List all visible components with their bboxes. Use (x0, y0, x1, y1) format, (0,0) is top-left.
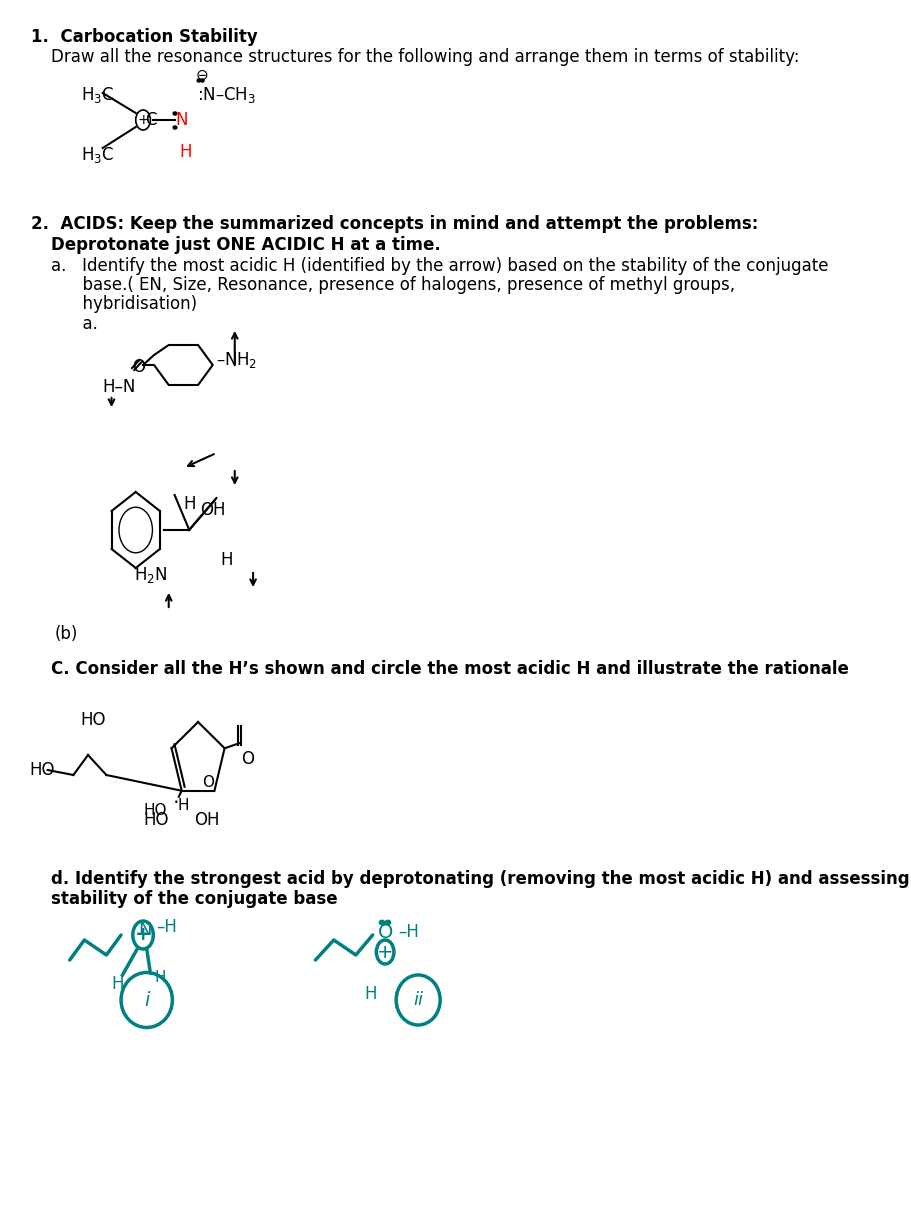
Text: a.   Identify the most acidic H (identified by the arrow) based on the stability: a. Identify the most acidic H (identifie… (51, 257, 828, 276)
Text: Draw all the resonance structures for the following and arrange them in terms of: Draw all the resonance structures for th… (51, 49, 799, 66)
Text: H: H (154, 970, 166, 985)
Text: hybridisation): hybridisation) (51, 295, 198, 313)
Text: O: O (202, 776, 214, 790)
Text: +: + (135, 925, 151, 944)
Text: H$_3$C: H$_3$C (80, 85, 114, 104)
Text: H: H (111, 975, 124, 993)
Text: H: H (363, 985, 376, 1003)
Text: 1.  Carbocation Stability: 1. Carbocation Stability (31, 28, 257, 46)
Text: ii: ii (413, 991, 423, 1009)
Text: N: N (175, 110, 188, 129)
Text: 2.  ACIDS: Keep the summarized concepts in mind and attempt the problems:: 2. ACIDS: Keep the summarized concepts i… (31, 215, 757, 233)
Text: H$_3$C: H$_3$C (80, 144, 114, 165)
Text: –H: –H (398, 923, 419, 941)
Text: H: H (178, 799, 189, 813)
Text: –H: –H (156, 918, 177, 936)
Text: O: O (377, 923, 393, 942)
Text: HO: HO (143, 804, 167, 818)
Text: HO: HO (143, 811, 169, 829)
Text: $\ominus$: $\ominus$ (195, 68, 209, 83)
Text: d. Identify the strongest acid by deprotonating (removing the most acidic H) and: d. Identify the strongest acid by deprot… (51, 870, 911, 887)
Text: HO: HO (80, 711, 106, 728)
Text: H: H (220, 551, 233, 569)
Text: Deprotonate just ONE ACIDIC H at a time.: Deprotonate just ONE ACIDIC H at a time. (51, 236, 441, 254)
Text: N: N (138, 921, 152, 938)
Text: OH: OH (200, 501, 226, 520)
Text: O: O (132, 358, 145, 376)
Text: base.( EN, Size, Resonance, presence of halogens, presence of methyl groups,: base.( EN, Size, Resonance, presence of … (51, 276, 734, 294)
Text: –NH$_2$: –NH$_2$ (216, 350, 257, 370)
Text: C: C (145, 110, 157, 129)
Text: :N–CH$_3$: :N–CH$_3$ (197, 85, 255, 104)
Text: H$_2$N: H$_2$N (134, 565, 167, 585)
Text: (b): (b) (55, 625, 78, 643)
Text: i: i (144, 991, 149, 1010)
Text: H–N: H–N (103, 378, 136, 396)
Text: a.: a. (51, 314, 98, 333)
Text: H: H (179, 143, 192, 161)
Text: +: + (137, 113, 148, 127)
Text: OH: OH (194, 811, 220, 829)
Text: +: + (376, 942, 393, 961)
Text: HO: HO (29, 761, 55, 779)
Text: H: H (183, 495, 195, 514)
Text: stability of the conjugate base: stability of the conjugate base (51, 890, 338, 908)
Text: O: O (241, 750, 253, 768)
Text: C. Consider all the H’s shown and circle the most acidic H and illustrate the ra: C. Consider all the H’s shown and circle… (51, 660, 848, 677)
